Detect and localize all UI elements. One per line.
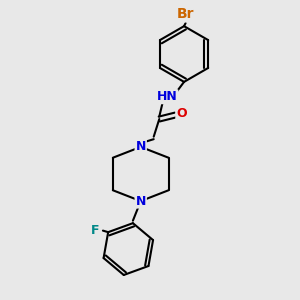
Text: N: N xyxy=(136,195,146,208)
Text: HN: HN xyxy=(157,90,177,103)
Text: Br: Br xyxy=(177,8,194,21)
Text: F: F xyxy=(91,224,99,237)
Text: N: N xyxy=(136,140,146,153)
Text: O: O xyxy=(176,107,187,120)
